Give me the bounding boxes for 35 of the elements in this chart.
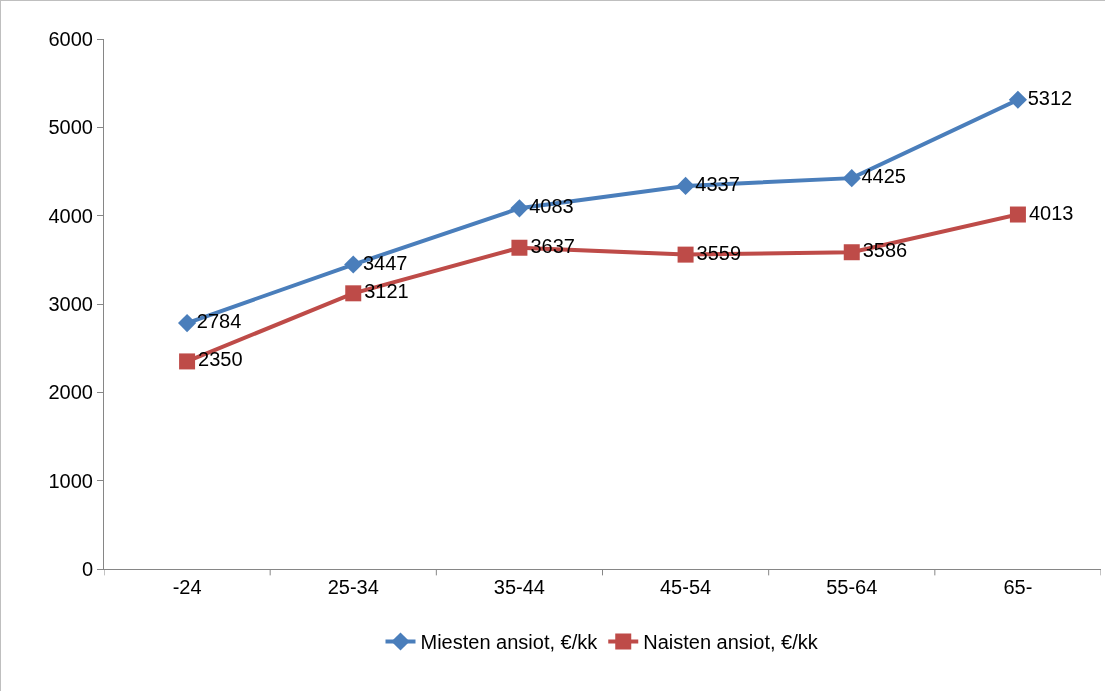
y-tick-label: 6000 (48, 28, 93, 50)
point (676, 176, 695, 195)
y-tick-label: 1000 (48, 469, 93, 492)
point (511, 239, 528, 256)
data-label: 2784 (196, 310, 242, 333)
point (1008, 90, 1028, 109)
x-tick-label: 55-64 (826, 576, 878, 598)
point (843, 244, 860, 261)
data-label: 3586 (862, 239, 908, 262)
x-tick-label: 25-34 (327, 576, 379, 598)
data-label: 2350 (198, 348, 243, 371)
y-tick-label: 3000 (48, 293, 93, 315)
y-tick-label: 4000 (48, 204, 93, 227)
point (1009, 206, 1026, 223)
point (345, 285, 362, 302)
x-tick-label: 65- (1003, 576, 1033, 598)
point (677, 246, 694, 263)
x-tick-label: 45-54 (660, 576, 712, 598)
point (510, 199, 529, 218)
legend-label: Miesten ansiot, €/kk (420, 631, 599, 654)
y-tick-label: 0 (81, 558, 93, 580)
x-tick-label: -24 (172, 576, 202, 598)
x-tick-label: 35-44 (493, 576, 545, 598)
point (344, 255, 363, 274)
data-label: 4013 (1028, 201, 1074, 224)
legend-label: Naisten ansiot, €/kk (643, 631, 819, 654)
point (177, 313, 197, 333)
point (179, 353, 196, 370)
data-label: 4425 (861, 165, 906, 188)
point (842, 169, 861, 188)
y-tick-label: 2000 (48, 381, 93, 404)
data-label: 3447 (363, 251, 408, 274)
data-label: 5312 (1027, 86, 1073, 109)
y-tick-label: 5000 (48, 116, 93, 139)
data-label: 3121 (364, 280, 409, 303)
